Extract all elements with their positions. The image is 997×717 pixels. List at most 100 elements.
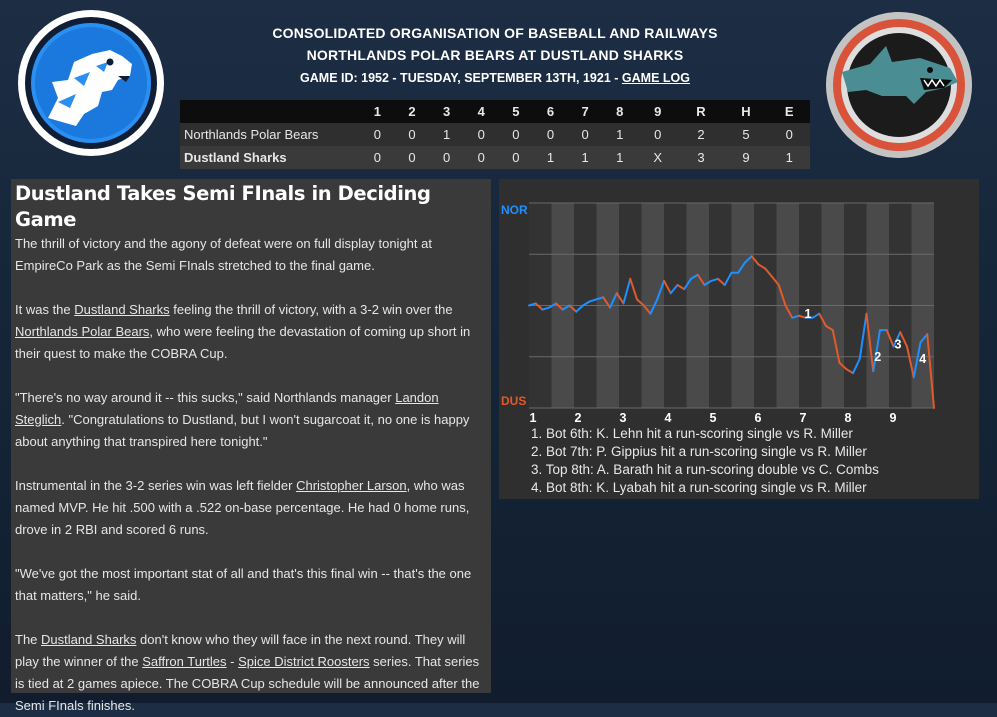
shark-logo	[826, 12, 972, 158]
win-prob-segment	[534, 302, 544, 311]
win-prob-segment	[636, 298, 645, 307]
top-team-label: NOR	[501, 203, 528, 217]
col-header: 7	[567, 100, 603, 123]
col-header: H	[723, 100, 769, 123]
col-header: 9	[637, 100, 679, 123]
win-prob-segment	[899, 331, 908, 348]
win-prob-segment	[676, 284, 686, 291]
story-paragraph: The Dustland Sharks don't know who they …	[15, 629, 487, 717]
win-prob-segment	[784, 304, 794, 319]
win-prob-segment	[703, 279, 713, 286]
score-cell: 1	[602, 123, 637, 146]
team-link-saffron-turtles[interactable]: Saffron Turtles	[142, 654, 227, 669]
manager-link-landon-steglich[interactable]: Landon Steglich	[15, 390, 439, 427]
col-header: 1	[360, 100, 395, 123]
score-cell: 0	[394, 123, 430, 146]
x-tick-label: 2	[575, 411, 582, 425]
story-text: , who was named MVP. He hit .500 with a …	[15, 478, 470, 537]
score-cell: 3	[678, 146, 724, 169]
game-story-panel: Dustland Takes Semi FInals in Deciding G…	[11, 179, 491, 713]
col-header: 4	[463, 100, 499, 123]
player-link-christopher-larson[interactable]: Christopher Larson	[296, 478, 407, 493]
list-item: 1. Bot 6th: K. Lehn hit a run-scoring si…	[531, 426, 853, 441]
win-prob-segment	[919, 333, 929, 344]
bottom-team-label: DUS	[501, 394, 526, 408]
score-cell: 0	[768, 123, 810, 146]
event-marker-label: 4	[919, 352, 926, 366]
score-cell: 0	[429, 146, 464, 169]
score-cell: X	[637, 146, 679, 169]
x-tick-label: 8	[845, 411, 852, 425]
win-probability-panel: NOR DUS 1 2 3 4 5 6 7 8 9 1 2 3 4 1. Bot 6th: K. Lehn …	[499, 179, 979, 499]
win-prob-segment	[798, 314, 807, 319]
win-prob-segment	[838, 361, 848, 371]
team-name: Northlands Polar Bears	[180, 123, 360, 146]
team-link-northlands-polar-bears[interactable]: Northlands Polar Bears	[15, 324, 150, 339]
win-prob-segment	[818, 312, 827, 327]
list-item: 4. Bot 8th: K. Lyabah hit a run-scoring …	[531, 480, 867, 495]
list-item: 3. Top 8th: A. Barath hit a run-scoring …	[531, 462, 879, 477]
col-header: 8	[602, 100, 637, 123]
story-text: don't know who they will face in the nex…	[15, 632, 466, 669]
win-prob-segment	[663, 279, 672, 295]
win-prob-segment	[852, 357, 861, 375]
win-prob-segment	[588, 298, 598, 303]
score-cell: 0	[533, 123, 568, 146]
team-link-dustland-sharks[interactable]: Dustland Sharks	[74, 302, 170, 317]
story-text: series. That series is tied at 2 games a…	[15, 654, 480, 713]
win-prob-segment	[561, 304, 571, 311]
score-cell: 1	[429, 123, 464, 146]
win-prob-segment	[609, 292, 618, 309]
team-link-dustland-sharks[interactable]: Dustland Sharks	[41, 632, 137, 647]
story-paragraph: Instrumental in the 3-2 series win was l…	[15, 475, 487, 541]
win-prob-segment	[629, 277, 638, 301]
win-prob-segment	[683, 277, 692, 291]
story-text: -	[226, 654, 239, 669]
win-prob-segment	[723, 271, 733, 286]
win-prob-segment	[642, 304, 652, 315]
win-prob-segment	[568, 304, 578, 313]
win-prob-segment	[602, 296, 611, 309]
story-text: , who were feeling the devastation of co…	[15, 324, 471, 361]
win-prob-segment	[744, 255, 753, 264]
win-prob-segment	[771, 275, 780, 286]
win-prob-segment	[825, 325, 834, 332]
col-header: 2	[394, 100, 430, 123]
col-header: R	[678, 100, 724, 123]
win-prob-segment	[757, 263, 767, 270]
score-cell: 1	[533, 146, 568, 169]
score-cell: 0	[637, 123, 679, 146]
x-tick-label: 3	[620, 411, 627, 425]
story-text: "We've got the most important stat of al…	[15, 566, 472, 603]
win-prob-segment	[541, 306, 551, 311]
score-cell: 0	[463, 123, 499, 146]
score-cell: 0	[463, 146, 499, 169]
win-prob-segment	[555, 302, 564, 311]
col-header: E	[768, 100, 810, 123]
score-cell: 2	[678, 123, 724, 146]
win-prob-segment	[750, 255, 760, 266]
team-link-spice-district-roosters[interactable]: Spice District Roosters	[238, 654, 370, 669]
win-prob-segment	[649, 298, 659, 315]
score-cell: 0	[360, 146, 395, 169]
win-prob-segment	[892, 331, 902, 348]
win-prob-segment	[912, 341, 922, 379]
box-score-header-row: 1 2 3 4 5 6 7 8 9 R H E	[180, 100, 810, 123]
story-text: feeling the thrill of victory, with a 3-…	[169, 302, 453, 317]
win-prob-segment	[582, 300, 591, 307]
win-prob-segment	[872, 329, 881, 373]
game-header: CONSOLIDATED ORGANISATION OF BASEBALL AN…	[180, 22, 810, 90]
win-prob-segment	[669, 284, 679, 295]
story-text: "There's no way around it -- this sucks,…	[15, 390, 396, 405]
score-cell: 0	[498, 146, 534, 169]
game-log-link[interactable]: GAME LOG	[621, 71, 690, 85]
win-prob-segment	[811, 312, 821, 319]
score-cell: 0	[567, 123, 603, 146]
x-tick-label: 4	[665, 411, 672, 425]
story-headline: Dustland Takes Semi FInals in Deciding G…	[15, 182, 431, 231]
team-column-header	[180, 100, 360, 123]
story-paragraph: The thrill of victory and the agony of d…	[15, 233, 487, 277]
win-prob-segment	[656, 279, 665, 301]
box-score-table: 1 2 3 4 5 6 7 8 9 R H E Northlands Polar…	[180, 100, 810, 169]
